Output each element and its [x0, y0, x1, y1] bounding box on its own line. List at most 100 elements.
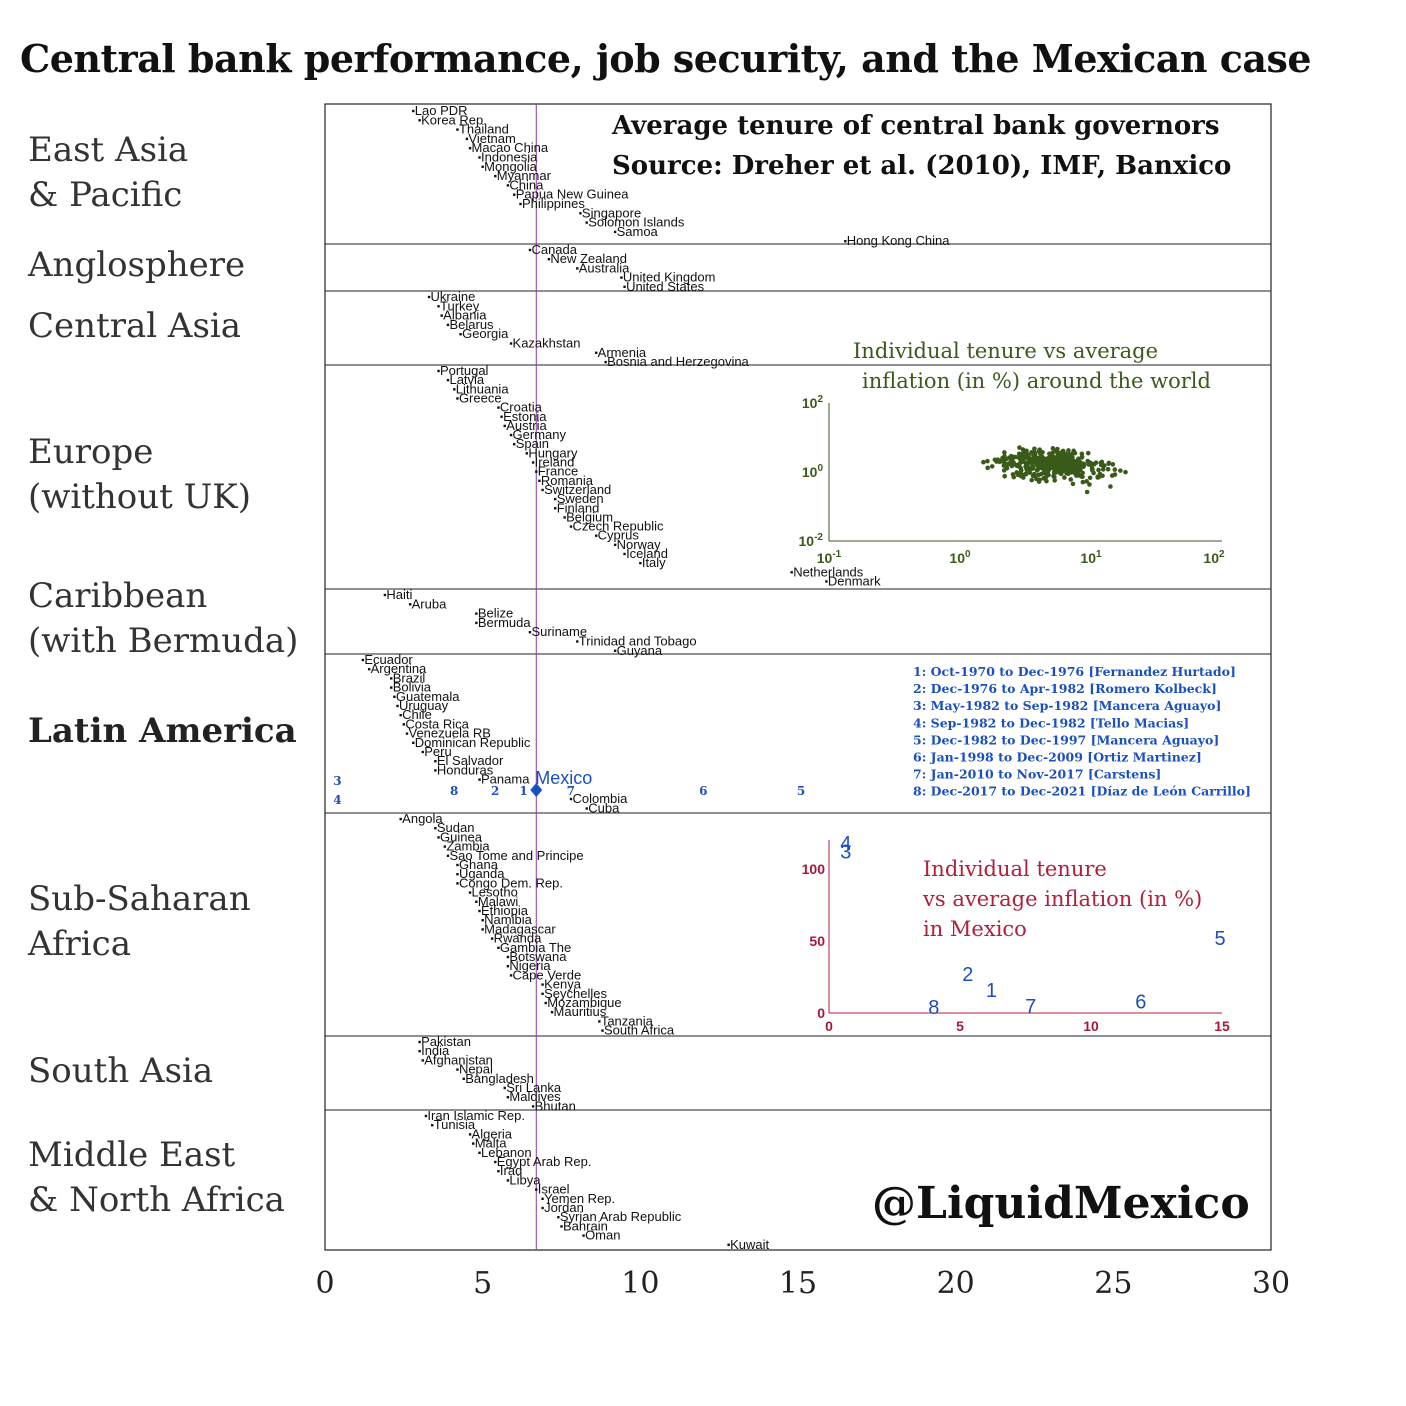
- x-tick-label: 5: [473, 1266, 492, 1301]
- country-point: [544, 1001, 547, 1005]
- country-point: [541, 992, 544, 995]
- country-label: Maldives: [509, 1089, 561, 1104]
- world-point: [989, 464, 995, 469]
- world-point: [1002, 450, 1007, 455]
- world-point: [1060, 452, 1065, 457]
- country-label: El Salvador: [437, 753, 504, 768]
- country-label: Chile: [402, 707, 432, 722]
- country-point: [506, 1179, 510, 1182]
- world-inset-title-line: inflation (in %) around the world: [862, 369, 1211, 393]
- governor-legend-item: 6: Jan-1998 to Dec-2009 [Ortiz Martinez]: [913, 750, 1202, 765]
- world-point: [1046, 455, 1052, 460]
- country-point: [437, 305, 440, 308]
- governor-legend-item: 2: Dec-1976 to Apr-1982 [Romero Kolbeck]: [913, 681, 1217, 696]
- country-point: [431, 1124, 434, 1127]
- country-label: Bahrain: [563, 1218, 608, 1233]
- world-point: [1053, 461, 1058, 466]
- world-point: [1032, 446, 1037, 452]
- world-point: [985, 458, 990, 464]
- country-point: [440, 314, 443, 317]
- mexico-inset-title-line: in Mexico: [923, 917, 1027, 941]
- world-point: [997, 459, 1003, 465]
- country-point: [446, 854, 450, 857]
- country-label: Cyprus: [598, 528, 640, 543]
- country-label: Mauritius: [554, 1004, 607, 1019]
- country-point: [506, 955, 510, 959]
- world-point: [1035, 467, 1041, 472]
- region-label: East Asia & Pacific: [28, 130, 189, 215]
- mexico-inset-title-line: Individual tenure: [923, 857, 1107, 881]
- world-point: [1100, 467, 1106, 472]
- country-point: [427, 295, 431, 299]
- country-label: Iran Islamic Rep.: [427, 1108, 525, 1123]
- country-point: [434, 760, 437, 763]
- country-point: [623, 285, 626, 288]
- country-label: Czech Republic: [572, 519, 664, 534]
- country-label: China: [509, 177, 544, 192]
- country-label: Pakistan: [421, 1034, 471, 1049]
- world-point: [1118, 468, 1123, 473]
- country-label: Bhutan: [535, 1098, 576, 1113]
- mexico-inset-y-tick: 50: [809, 933, 825, 949]
- world-point: [1002, 473, 1007, 479]
- country-label: Romania: [541, 473, 594, 488]
- country-label: Lebanon: [481, 1145, 532, 1160]
- country-point: [598, 1020, 601, 1023]
- country-label: Angola: [402, 811, 443, 826]
- country-label: Mongolia: [484, 159, 538, 174]
- country-point: [594, 351, 598, 354]
- country-point: [506, 1096, 510, 1099]
- country-point: [503, 424, 506, 428]
- country-point: [456, 1068, 459, 1071]
- plot-frame: [324, 103, 1272, 1251]
- country-label: Mozambique: [547, 995, 621, 1010]
- world-point: [1031, 471, 1037, 477]
- country-label: Spain: [516, 436, 549, 451]
- country-point: [509, 433, 513, 437]
- world-inset-y-tick: 102: [802, 394, 824, 411]
- country-point: [456, 873, 459, 876]
- country-label: Latvia: [449, 372, 484, 387]
- world-inset-title-line: Individual tenure vs average: [853, 339, 1158, 363]
- country-label: Afghanistan: [424, 1052, 493, 1067]
- governor-legend-item: 8: Dec-2017 to Dec-2021 [Díaz de León Ca…: [913, 784, 1251, 799]
- country-point: [446, 378, 450, 382]
- country-point: [585, 221, 588, 224]
- country-point: [613, 543, 617, 547]
- country-point: [456, 863, 459, 867]
- governor-legend-item: 7: Jan-2010 to Nov-2017 [Carstens]: [913, 767, 1161, 782]
- country-point: [613, 649, 617, 652]
- country-point: [437, 836, 440, 839]
- world-point: [1072, 471, 1078, 477]
- region-label: Anglosphere: [28, 245, 246, 285]
- country-point: [434, 827, 437, 830]
- country-point: [613, 230, 617, 234]
- country-point: [465, 137, 469, 141]
- country-label: Turkey: [440, 298, 480, 313]
- country-label: Sweden: [557, 491, 604, 506]
- country-point: [456, 397, 459, 400]
- country-point: [481, 919, 484, 922]
- country-point: [563, 516, 566, 519]
- world-point: [1017, 445, 1022, 450]
- world-point: [1010, 472, 1016, 477]
- country-point: [390, 677, 393, 680]
- country-label: Suriname: [531, 624, 587, 639]
- country-point: [418, 1050, 421, 1053]
- country-label: Honduras: [437, 762, 494, 777]
- country-label: Kenya: [544, 977, 582, 992]
- country-point: [550, 1011, 554, 1014]
- world-point: [1047, 451, 1052, 457]
- mexico-inset-x-tick: 0: [825, 1018, 833, 1034]
- world-point: [1098, 462, 1104, 468]
- country-label: Sri Lanka: [506, 1080, 562, 1095]
- region-label: Europe (without UK): [28, 432, 251, 517]
- country-label: Samoa: [617, 224, 659, 239]
- x-tick-label: 0: [315, 1266, 334, 1301]
- world-inset-y-tick: 100: [802, 463, 824, 480]
- country-label: Australia: [579, 260, 630, 275]
- world-point: [1090, 467, 1095, 473]
- country-point: [456, 882, 459, 885]
- country-point: [421, 750, 424, 754]
